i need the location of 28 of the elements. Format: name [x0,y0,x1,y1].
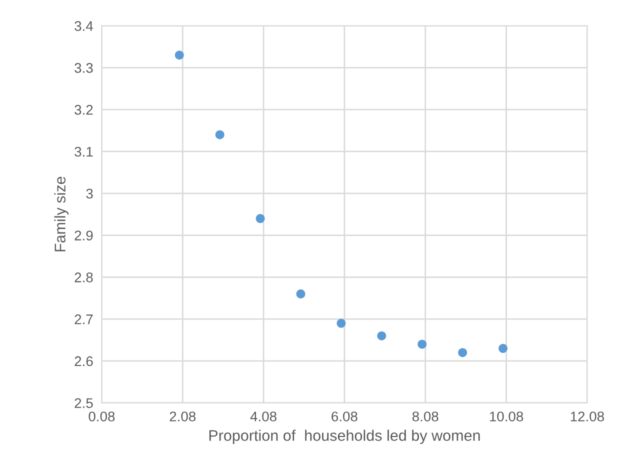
y-tick-label: 2.6 [74,356,93,366]
x-tick-label: 6.08 [332,412,358,422]
y-tick-label: 3.3 [74,63,93,73]
point [256,214,265,224]
x-tick-label: 8.08 [412,412,438,422]
point [296,289,306,298]
y-tick-label: 2.9 [74,230,93,240]
point [458,348,468,358]
x-tick-label: 12.08 [570,412,604,422]
y-tick-label: 3 [86,188,93,199]
x-axis-title: Proportion of households led by women [209,430,480,444]
point [377,331,386,340]
x-tick-label: 0.08 [88,412,115,422]
y-axis-title: Family size [54,176,69,252]
y-tick-label: 3.1 [74,146,93,157]
y-tick-label: 2.7 [74,314,93,324]
point [498,344,508,353]
point [418,340,427,349]
y-tick-label: 3.4 [74,21,93,31]
y-tick-label: 3.2 [74,104,93,115]
x-tick-label: 10.08 [490,412,524,422]
x-tick-label: 4.08 [250,412,276,422]
point [215,130,224,140]
point [336,318,346,328]
y-tick-label: 2.5 [74,398,93,408]
y-tick-label: 2.8 [74,272,93,282]
x-tick-label: 2.08 [170,412,196,422]
point [174,50,184,60]
